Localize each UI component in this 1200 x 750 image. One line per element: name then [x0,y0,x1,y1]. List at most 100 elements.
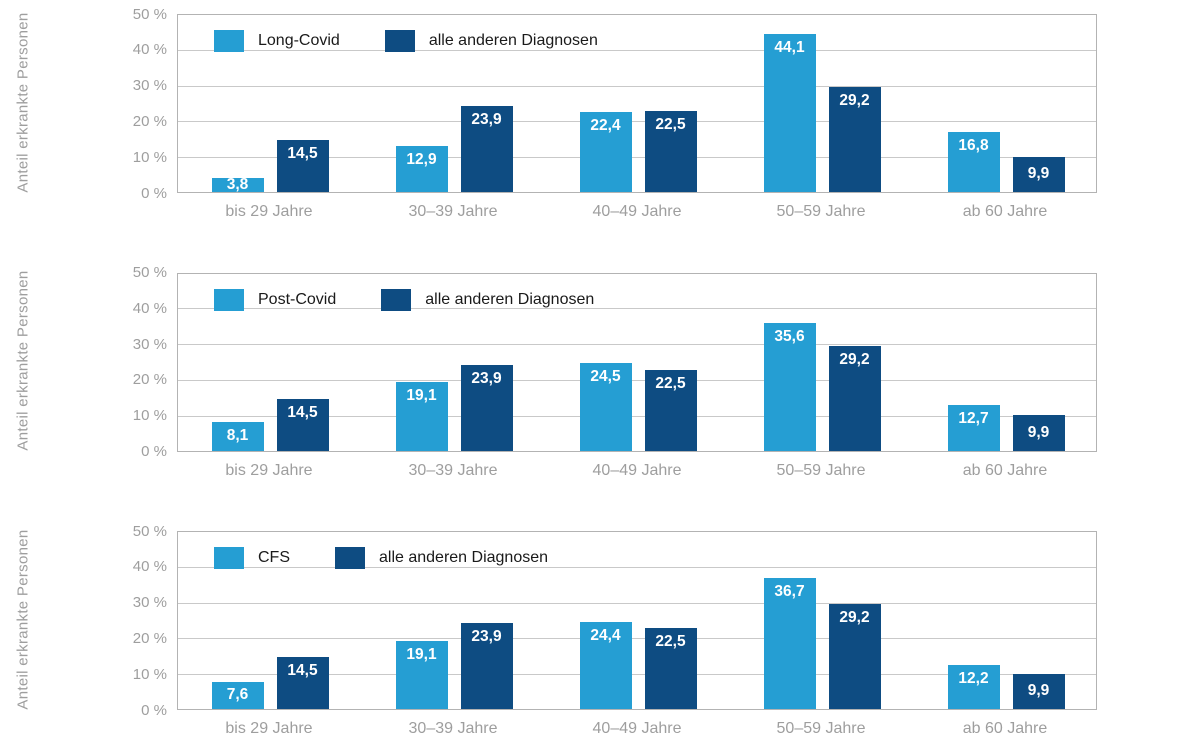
bar-value-label: 19,1 [406,387,437,405]
bar-value-label: 16,8 [958,136,989,154]
bar-post-covid-bis-29-jahre: 8,1 [211,421,264,451]
gridline [178,566,1096,568]
bar-value-label: 29,2 [839,609,870,627]
y-tick-label: 10 % [132,407,167,425]
legend-item-long-covid: Long-Covid [214,30,340,52]
x-category-label: 50–59 Jahre [776,461,866,479]
y-axis-title: Anteil erkrankte Personen [14,528,32,710]
bar-post-covid-50-59-jahre: 35,6 [763,323,816,451]
bar-value-label: 9,9 [1027,682,1050,700]
bar-value-label: 19,1 [406,645,437,663]
bar-long-covid-30-39-jahre: 12,9 [395,145,448,192]
y-axis-title: Anteil erkrankte Personen [14,11,32,193]
chart-long-covid: Anteil erkrankte Personen 0 % 10 % 20 % 30 %… [0,7,1200,245]
legend-swatch-icon [214,30,244,52]
gridline [178,85,1096,87]
bar-cfs-40-49-jahre: 24,4 [579,621,632,709]
x-category-label: 40–49 Jahre [592,203,682,220]
bar-value-label: 22,4 [590,116,621,134]
plot-area: 7,6 14,5 19,1 23,9 24,4 22,5 36,7 29,2 12,2 9,9 CF… [177,531,1097,710]
bar-value-label: 3,8 [226,176,249,194]
y-tick-label: 20 % [132,629,167,647]
bar-alle-anderen-diagnosen-30-39-jahre: 23,9 [460,623,513,709]
x-category-label: bis 29 Jahre [225,203,313,220]
legend-label: CFS [258,549,290,566]
chart-cfs: Anteil erkrankte Personen 0 % 10 % 20 % 30 %… [0,524,1200,750]
y-tick-label: 0 % [141,184,167,202]
legend-label: Post-Covid [258,290,337,308]
x-category-label: ab 60 Jahre [962,203,1048,220]
bar-cfs-ab-60-jahre: 12,2 [947,665,1000,709]
legend: CFS alle anderen Diagnosen [214,547,548,569]
plot-area: 3,8 14,5 12,9 23,9 22,4 22,5 44,1 29,2 16,8 9,9 Lo… [177,14,1097,193]
y-tick-label: 10 % [132,148,167,166]
legend-item-alle-anderen-diagnosen: alle anderen Diagnosen [384,30,598,52]
x-category-label: bis 29 Jahre [225,461,313,479]
bar-cfs-50-59-jahre: 36,7 [763,577,816,709]
y-tick-label: 20 % [132,371,167,389]
bar-alle-anderen-diagnosen-ab-60-jahre: 9,9 [1012,673,1065,709]
bar-alle-anderen-diagnosen-ab-60-jahre: 9,9 [1012,415,1065,451]
bar-alle-anderen-diagnosen-40-49-jahre: 22,5 [644,628,697,709]
bar-value-label: 23,9 [471,111,502,129]
bar-value-label: 9,9 [1027,165,1050,183]
y-tick-label: 10 % [132,665,167,683]
x-category-label: 40–49 Jahre [592,720,682,737]
gridline [178,344,1096,346]
y-tick-label: 40 % [132,558,167,576]
x-category-label: ab 60 Jahre [962,720,1048,737]
bar-post-covid-ab-60-jahre: 12,7 [947,405,1000,451]
legend-swatch-icon [214,547,244,569]
bar-long-covid-bis-29-jahre: 3,8 [211,176,264,194]
bar-value-label: 24,4 [590,626,621,644]
bar-value-label: 7,6 [226,686,249,704]
bar-long-covid-50-59-jahre: 44,1 [763,34,816,192]
bar-value-label: 12,2 [958,670,989,688]
bar-alle-anderen-diagnosen-40-49-jahre: 22,5 [644,369,697,451]
bar-alle-anderen-diagnosen-bis-29-jahre: 14,5 [276,140,329,192]
legend: Post-Covid alle anderen Diagnosen [214,288,594,311]
plot-area: 8,1 14,5 19,1 23,9 24,5 22,5 35,6 29,2 12,7 9,9 Po… [177,272,1097,452]
bar-cfs-bis-29-jahre: 7,6 [211,681,264,709]
bar-alle-anderen-diagnosen-40-49-jahre: 22,5 [644,111,697,192]
bar-value-label: 14,5 [287,662,318,680]
bar-alle-anderen-diagnosen-50-59-jahre: 29,2 [828,604,881,709]
y-axis-title: Anteil erkrankte Personen [14,270,32,451]
gridline [178,308,1096,310]
bar-value-label: 44,1 [774,39,805,57]
legend-item-alle-anderen-diagnosen: alle anderen Diagnosen [335,547,548,569]
y-tick-label: 30 % [132,335,167,353]
x-category-label: 30–39 Jahre [408,203,498,220]
bar-value-label: 23,9 [471,369,502,387]
gridline [178,157,1096,159]
x-category-label: 30–39 Jahre [408,461,498,479]
chart-post-covid: Anteil erkrankte Personen 0 % 10 % 20 % 30 %… [0,265,1200,504]
y-tick-label: 0 % [141,443,167,460]
y-tick-label: 40 % [132,299,167,317]
bar-value-label: 22,5 [655,116,686,134]
gridline [178,638,1096,640]
bar-value-label: 22,5 [655,374,686,392]
x-category-label: ab 60 Jahre [962,461,1048,479]
y-tick-label: 50 % [132,5,167,23]
x-category-label: 30–39 Jahre [408,720,498,737]
bar-value-label: 14,5 [287,145,318,163]
x-category-label: 40–49 Jahre [592,461,682,479]
bar-alle-anderen-diagnosen-50-59-jahre: 29,2 [828,87,881,192]
bar-cfs-30-39-jahre: 19,1 [395,640,448,709]
bar-alle-anderen-diagnosen-ab-60-jahre: 9,9 [1012,156,1065,192]
y-tick-label: 40 % [132,41,167,59]
gridline [178,379,1096,381]
bar-alle-anderen-diagnosen-30-39-jahre: 23,9 [460,106,513,192]
legend-swatch-icon [381,288,412,311]
bar-post-covid-30-39-jahre: 19,1 [395,382,448,451]
gridline [178,674,1096,676]
bar-value-label: 12,9 [406,150,437,168]
x-category-label: bis 29 Jahre [225,720,313,737]
legend: Long-Covid alle anderen Diagnosen [214,30,598,52]
y-tick-label: 30 % [132,594,167,612]
bar-value-label: 9,9 [1027,423,1050,441]
bar-alle-anderen-diagnosen-50-59-jahre: 29,2 [828,345,881,451]
gridline [178,415,1096,417]
bar-alle-anderen-diagnosen-bis-29-jahre: 14,5 [276,398,329,451]
